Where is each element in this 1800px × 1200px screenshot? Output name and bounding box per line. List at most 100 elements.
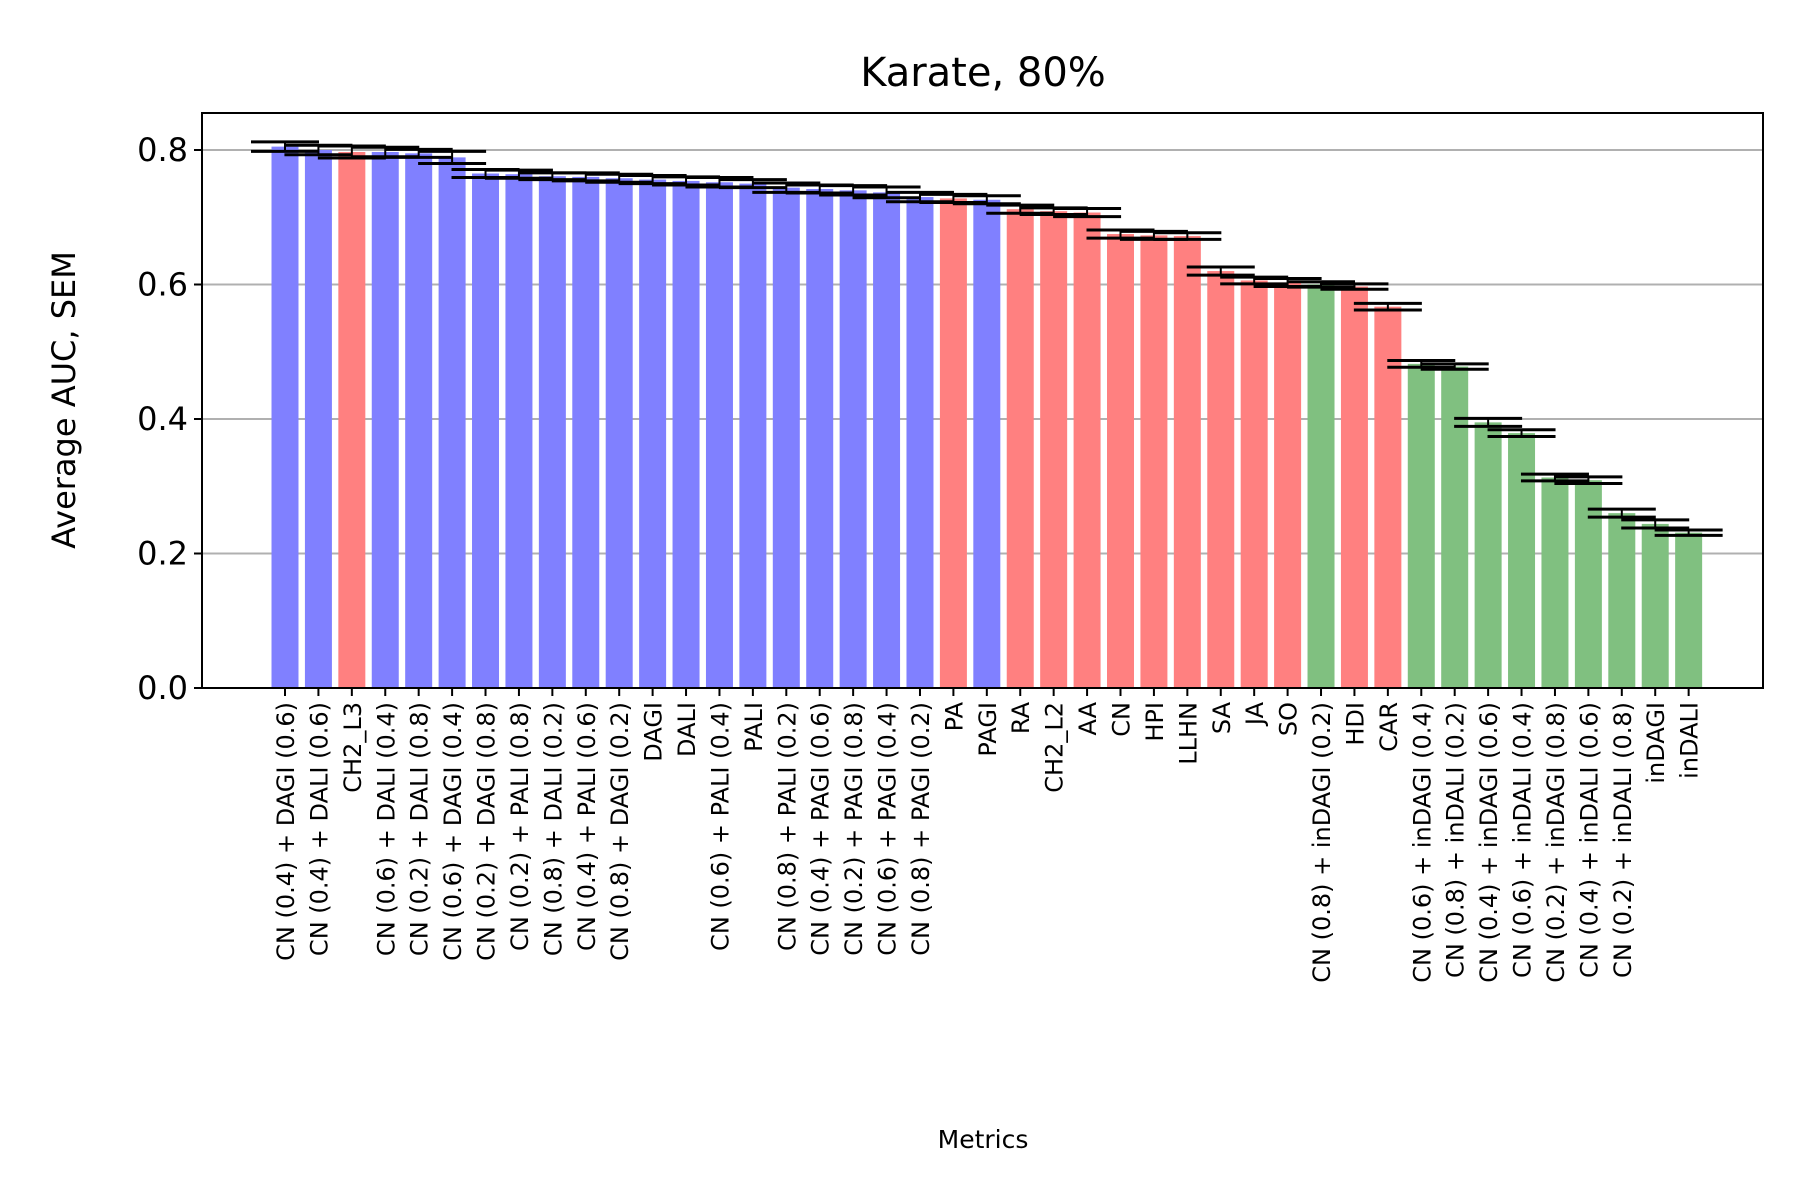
x-tick-label: CN (0.2) + inDALI (0.8) (1609, 702, 1637, 978)
bar (472, 173, 500, 689)
x-tick-label: CN (0.8) + DALI (0.2) (539, 702, 567, 956)
x-tick-label: CN (0.2) + DAGI (0.8) (473, 702, 501, 961)
x-tick-label: CN (0.4) + DAGI (0.6) (272, 702, 300, 961)
x-tick-label: CN (0.2) + inDAGI (0.8) (1542, 702, 1570, 983)
bar (1240, 280, 1268, 688)
bar (906, 197, 934, 688)
x-tick-label: CN (0.6) + DAGI (0.4) (439, 702, 467, 961)
bar (739, 183, 767, 689)
bar (705, 182, 733, 688)
x-tick-label: PAGI (974, 702, 1002, 757)
x-tick-label: CN (0.2) + PALI (0.8) (506, 702, 534, 951)
x-tick-label: CH2_L2 (1041, 702, 1069, 793)
bar (1641, 523, 1669, 688)
bar (1474, 422, 1502, 688)
y-tick-label: 0.8 (137, 131, 188, 169)
bar (1040, 211, 1068, 688)
bar (1374, 306, 1402, 688)
x-tick-label: CN (0.6) + DALI (0.4) (372, 702, 400, 956)
bar (605, 178, 633, 688)
x-tick-label: SA (1208, 701, 1236, 734)
bar (1675, 532, 1703, 688)
x-tick-label: inDALI (1676, 702, 1704, 779)
bar (438, 157, 466, 688)
bar (271, 146, 299, 688)
x-tick-label: RA (1007, 701, 1035, 734)
bar (1441, 366, 1469, 688)
bar (1173, 236, 1201, 688)
bar (839, 190, 867, 689)
bar (772, 187, 800, 689)
x-tick-label: CN (0.6) + inDALI (0.4) (1509, 702, 1537, 978)
bar (1508, 433, 1536, 688)
x-tick-label: AA (1074, 701, 1102, 735)
bar (1608, 513, 1636, 688)
bar (672, 180, 700, 688)
error-bars (251, 140, 1723, 537)
x-tick-label: HPI (1141, 702, 1169, 742)
bar (973, 199, 1001, 688)
x-tick-label: PALI (740, 702, 768, 752)
bar (939, 198, 967, 688)
bar (1207, 271, 1235, 688)
x-tick-label: CN (0.8) + DAGI (0.2) (606, 702, 634, 961)
bar (1140, 235, 1168, 689)
x-tick-label: CN (1108, 702, 1136, 737)
x-tick-label: SO (1275, 702, 1303, 736)
x-tick-label: CN (0.8) + PAGI (0.2) (907, 702, 935, 956)
y-axis-label: Average AUC, SEM (45, 251, 83, 549)
bar (572, 176, 600, 688)
x-tick-label: CN (0.4) + PAGI (0.6) (807, 702, 835, 956)
x-tick-label: CN (0.6) + inDAGI (0.4) (1408, 702, 1436, 983)
bar (1274, 282, 1302, 688)
y-tick-labels: 0.0 0.2 0.4 0.6 0.8 (137, 131, 202, 707)
x-tick-labels: CN (0.4) + DAGI (0.6) CN (0.4) + DALI (0.… (272, 688, 1704, 983)
bar (1107, 234, 1134, 689)
x-tick-label: CAR (1375, 702, 1403, 752)
bar (371, 152, 399, 688)
x-tick-label: CN (0.6) + PALI (0.4) (706, 702, 734, 951)
bar (1407, 363, 1435, 688)
bar (639, 179, 667, 688)
bar (538, 176, 566, 688)
x-tick-label: CN (0.4) + PALI (0.6) (573, 702, 601, 951)
x-tick-label: CN (0.2) + PAGI (0.8) (840, 702, 868, 956)
bar (1307, 284, 1335, 688)
bar (1574, 480, 1602, 688)
x-tick-label: CN (0.4) + inDALI (0.6) (1575, 702, 1603, 978)
x-tick-label: CN (0.8) + PALI (0.2) (773, 702, 801, 951)
x-tick-label: DALI (673, 702, 701, 757)
bar (873, 192, 901, 688)
x-tick-label: JA (1241, 701, 1269, 727)
x-tick-label: inDAGI (1642, 702, 1670, 784)
x-tick-label: CN (0.6) + PAGI (0.4) (874, 702, 902, 956)
x-tick-label: CN (0.4) + inDAGI (0.6) (1475, 702, 1503, 983)
y-tick-label: 0.2 (137, 534, 188, 572)
x-tick-label: HDI (1341, 702, 1369, 746)
bar (505, 174, 533, 688)
x-tick-label: DAGI (640, 702, 668, 762)
bar (338, 152, 366, 688)
bar (304, 149, 332, 689)
bar (1006, 209, 1034, 688)
bar (405, 153, 433, 688)
x-tick-label: CN (0.2) + DALI (0.8) (406, 702, 434, 956)
bar (1541, 477, 1569, 688)
x-tick-label: LLHN (1174, 702, 1202, 765)
x-tick-label: CN (0.8) + inDAGI (0.2) (1308, 702, 1336, 983)
bar (1073, 212, 1101, 688)
y-tick-label: 0.0 (137, 669, 188, 707)
y-tick-label: 0.6 (137, 265, 188, 303)
plot-frame (201, 112, 1764, 689)
bar (806, 188, 834, 689)
x-tick-label: PA (940, 701, 968, 731)
x-tick-label: CH2_L3 (339, 702, 367, 793)
x-tick-label: CN (0.8) + inDALI (0.2) (1442, 702, 1470, 978)
x-axis-label: Metrics (938, 1125, 1029, 1154)
x-tick-label: CN (0.4) + DALI (0.6) (305, 702, 333, 956)
chart-title: Karate, 80% (860, 50, 1106, 96)
bar (1340, 286, 1368, 688)
bars (271, 146, 1703, 689)
y-tick-label: 0.4 (137, 400, 188, 438)
